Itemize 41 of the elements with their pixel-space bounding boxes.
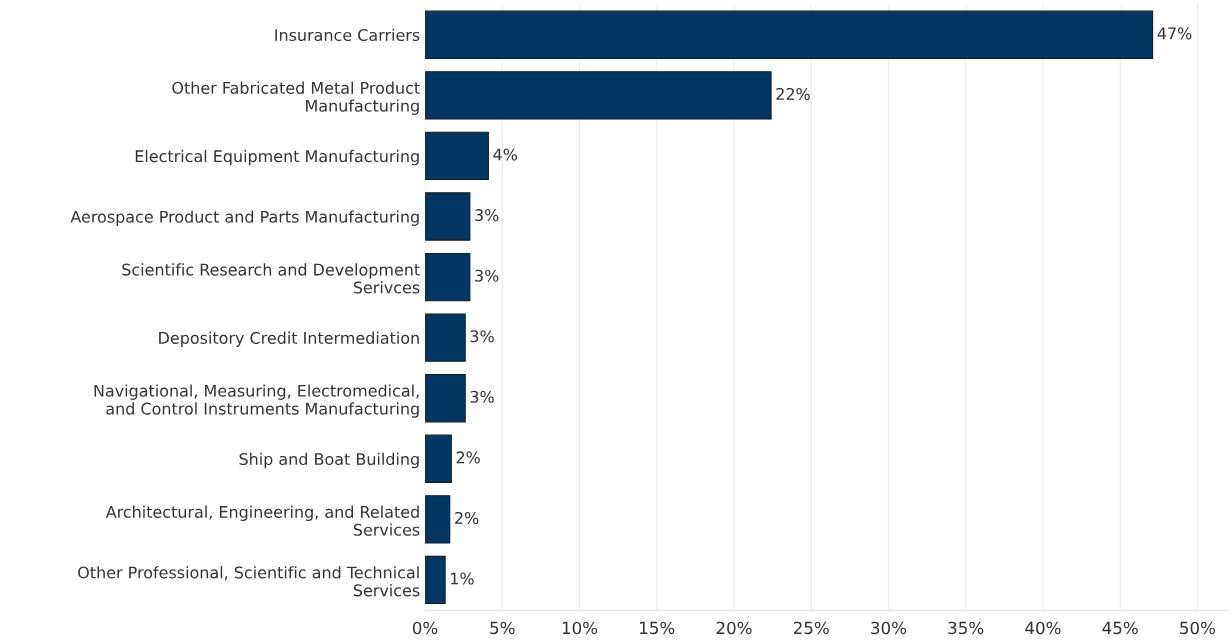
data-label: 3% [475,209,499,222]
x-tick-label: 0% [412,621,438,635]
y-tick-label: Other Professional, Scientific and Technical Services [78,566,420,597]
bar [425,313,466,362]
y-tick-label: Insurance Carriers [275,28,420,42]
data-label: 3% [470,390,494,403]
x-tick-label: 15% [640,621,675,635]
y-tick-label: Scientific Research and Development Serivces [122,263,420,294]
x-tick-label: 45% [1102,621,1138,635]
x-tick-label: 50% [1180,621,1216,635]
bar [425,434,452,483]
bar [425,71,772,120]
y-tick-label: Navigational, Measuring, Electromedical, and Control Instruments Manufacturing [94,384,419,418]
bar [425,374,466,423]
x-tick-label: 35% [948,621,984,635]
bar [425,555,446,605]
data-label: 47% [1157,27,1192,40]
data-label: 2% [455,511,479,524]
x-tick-label: 40% [1025,621,1061,635]
bar [425,131,489,181]
data-label: 22% [776,87,810,100]
x-tick-label: 30% [871,621,907,635]
data-label: 4% [493,148,517,161]
y-tick-label: Aerospace Product and Parts Manufacturing [70,210,419,226]
y-tick-label: Architectural, Engineering, and Related Services [105,505,420,536]
bar [425,10,1154,59]
y-tick-label: Depository Credit Intermediation [159,331,419,348]
data-label: 3% [470,330,494,343]
data-label: 3% [475,269,499,282]
y-tick-label: Electrical Equipment Manufacturing [135,149,419,166]
data-label: 2% [456,451,480,464]
x-tick-label: 5% [490,621,515,635]
bar [425,252,471,302]
x-tick-label: 20% [716,621,752,635]
data-label: 1% [451,572,474,585]
bar [425,192,471,241]
y-tick-label: Ship and Boat Building [239,452,419,469]
x-tick-label: 10% [562,621,598,635]
bar [425,495,451,544]
x-tick-label: 25% [793,621,829,635]
y-tick-label: Other Fabricated Metal Product Manufacturing [172,81,420,115]
